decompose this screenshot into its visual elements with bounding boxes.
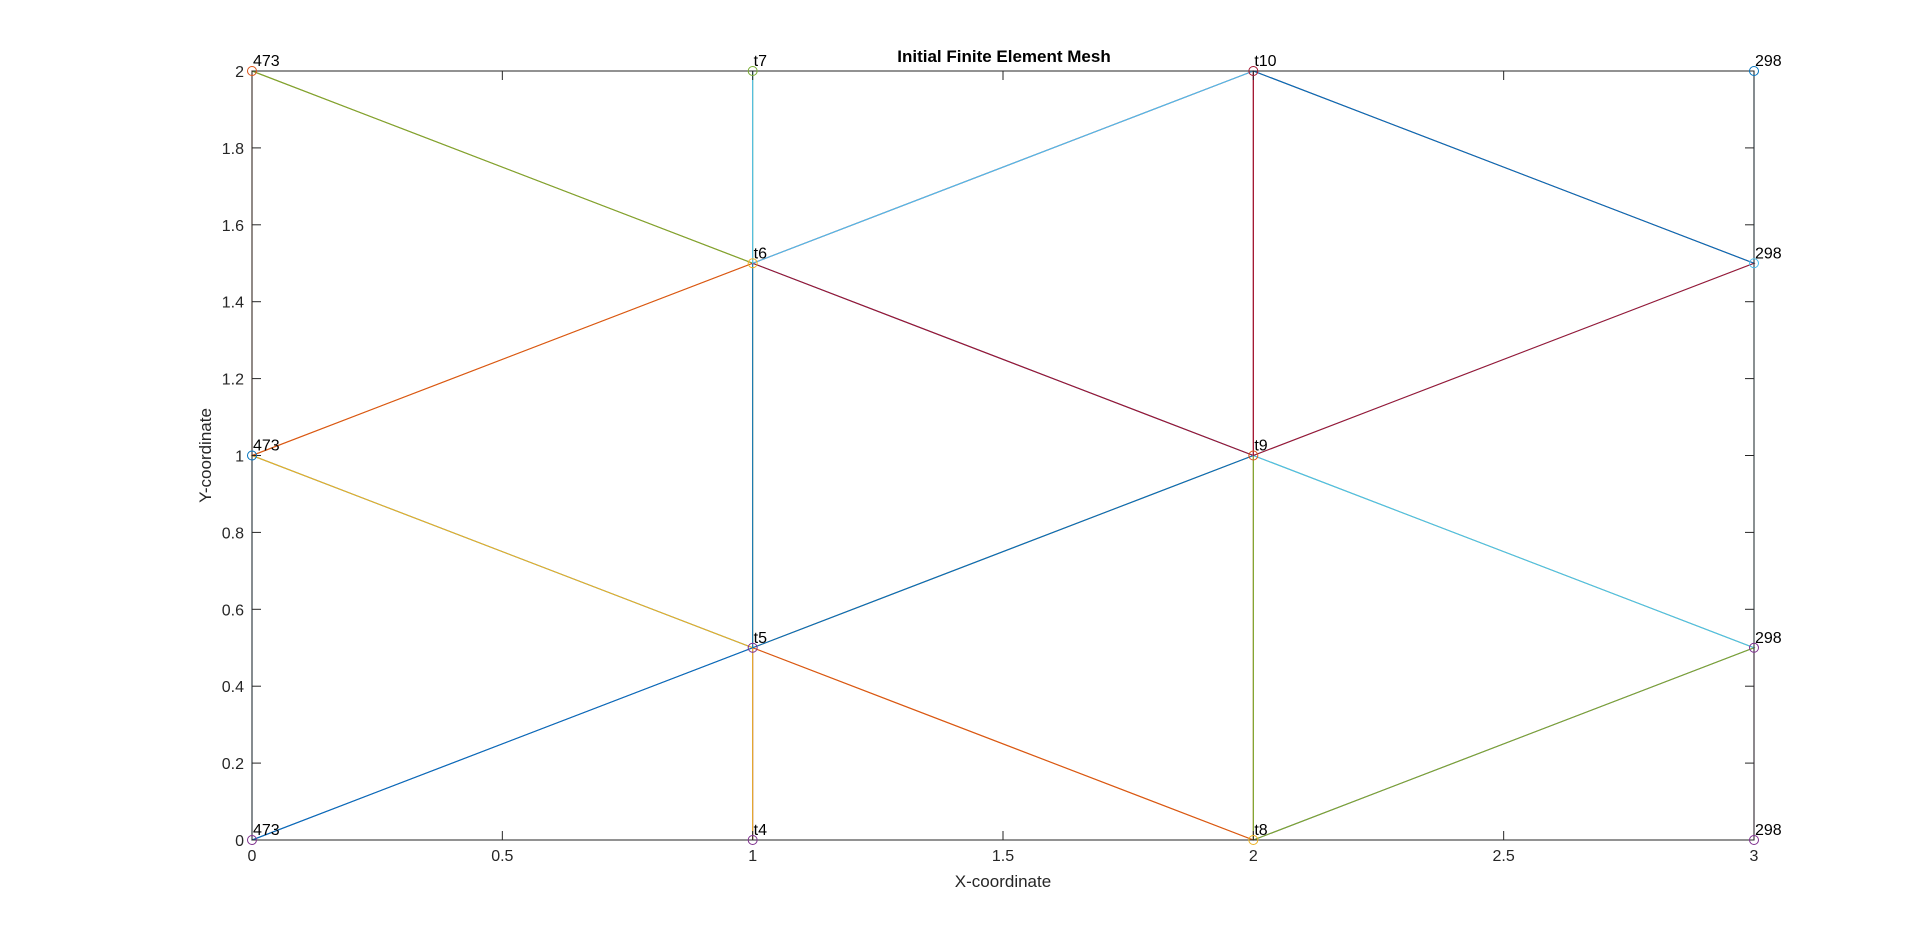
node-marker	[747, 66, 758, 76]
x-tick-label: 1	[748, 848, 757, 865]
node-marker	[1248, 835, 1259, 845]
mesh-element	[251, 454, 755, 841]
node-label: 473	[253, 438, 280, 455]
y-ticks: 0 0.2 0.4 0.6 0.8 1 1.2 1.4 1.6 1.8 2	[222, 64, 1754, 850]
y-tick-label: 1.6	[222, 218, 244, 235]
y-tick-label: 0.4	[222, 679, 244, 696]
node-label: t10	[1254, 53, 1276, 70]
node-marker	[1749, 642, 1759, 653]
mesh-element	[251, 70, 755, 457]
y-tick-label: 1.8	[222, 141, 244, 158]
y-tick-label: 0.6	[222, 602, 244, 619]
mesh-element	[752, 262, 1255, 649]
x-tick-label: 3	[1750, 848, 1759, 865]
y-tick-label: 2	[235, 64, 244, 81]
mesh-nodes: 473 473 473 t4 t5 t6 t7 t8 t9 t10 298 298 298 298	[247, 53, 1782, 845]
y-axis-label: Y-coordinate	[196, 408, 215, 503]
node-marker	[1749, 258, 1759, 269]
node-label: t5	[754, 630, 767, 647]
axes-box	[251, 70, 1755, 841]
x-tick-label: 2.5	[1493, 848, 1515, 865]
node-marker	[747, 258, 758, 269]
mesh-element	[1251, 262, 1755, 649]
node-label: t7	[754, 53, 767, 70]
node-label: t6	[754, 245, 767, 262]
mesh-elements	[250, 70, 1756, 841]
node-label: 298	[1755, 630, 1782, 647]
node-label: 298	[1755, 822, 1782, 839]
node-marker	[1749, 835, 1759, 845]
node-marker	[1749, 66, 1759, 76]
mesh-element	[751, 454, 1254, 841]
node-marker	[247, 835, 257, 845]
y-tick-label: 0.2	[222, 756, 244, 773]
mesh-element	[1252, 454, 1756, 841]
x-tick-label: 0	[248, 848, 257, 865]
x-tick-label: 0.5	[491, 848, 513, 865]
mesh-element	[1253, 70, 1755, 265]
y-tick-label: 0.8	[222, 525, 244, 542]
mesh-element	[250, 262, 754, 649]
mesh-element	[1252, 70, 1756, 457]
node-marker	[1248, 450, 1259, 461]
mesh-element	[751, 70, 1254, 457]
node-marker	[747, 835, 758, 845]
x-ticks: 0 0.5 1 1.5 2 2.5 3	[248, 71, 1759, 865]
mesh-element	[251, 70, 754, 265]
x-tick-label: 2	[1249, 848, 1258, 865]
node-label: 298	[1755, 53, 1782, 70]
y-tick-label: 1	[235, 449, 244, 466]
chart-title: Initial Finite Element Mesh	[897, 47, 1110, 66]
y-tick-label: 1.4	[222, 295, 244, 312]
y-tick-label: 0	[235, 833, 244, 850]
y-tick-label: 1.2	[222, 372, 244, 389]
node-label: t8	[1254, 822, 1267, 839]
node-marker	[1248, 66, 1259, 76]
node-marker	[247, 450, 257, 461]
x-tick-label: 1.5	[992, 848, 1014, 865]
node-label: t4	[754, 822, 767, 839]
node-label: t9	[1254, 438, 1267, 455]
node-label: 473	[253, 822, 280, 839]
node-label: 473	[253, 53, 280, 70]
node-marker	[247, 66, 257, 76]
node-marker	[747, 642, 758, 653]
node-label: 298	[1755, 245, 1782, 262]
axes: 0 0.5 1 1.5 2 2.5 3 0 0.2 0.4 0.6 0.8 1 1.2 1.4 1.6 1.8…	[222, 64, 1759, 865]
x-axis-label: X-coordinate	[955, 872, 1051, 891]
mesh-element	[752, 70, 1254, 265]
